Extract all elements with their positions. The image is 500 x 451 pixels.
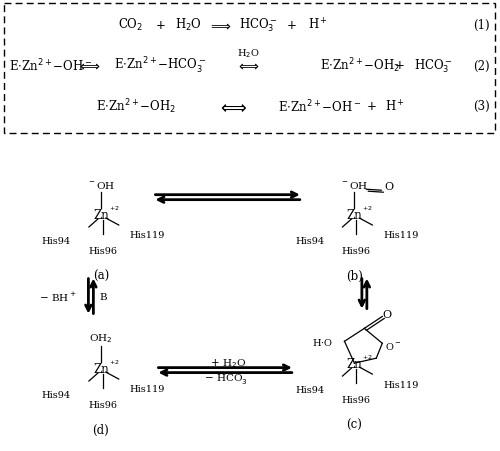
Text: E$\cdot$Zn$^{2+}$$-$HCO$_3^-$: E$\cdot$Zn$^{2+}$$-$HCO$_3^-$	[114, 56, 206, 76]
Text: $\Longleftrightarrow$: $\Longleftrightarrow$	[77, 59, 101, 73]
Text: Zn: Zn	[346, 208, 362, 221]
Text: CO$_2$: CO$_2$	[118, 17, 144, 33]
Text: His96: His96	[88, 246, 118, 255]
Text: H$\cdot$O: H$\cdot$O	[312, 336, 332, 347]
Text: HCO$_3^-$: HCO$_3^-$	[238, 16, 278, 34]
Text: $^{+2}$: $^{+2}$	[362, 205, 373, 214]
Text: $+$: $+$	[155, 18, 166, 32]
Text: $\Longleftrightarrow$: $\Longleftrightarrow$	[236, 59, 260, 73]
Text: (a): (a)	[92, 270, 109, 283]
Text: H$^+$: H$^+$	[308, 18, 328, 33]
Text: $+$: $+$	[366, 100, 376, 113]
Text: (b): (b)	[346, 270, 363, 283]
Text: B: B	[100, 292, 108, 301]
Text: $^{+2}$: $^{+2}$	[109, 205, 120, 214]
Text: His119: His119	[384, 380, 418, 389]
FancyBboxPatch shape	[4, 5, 494, 133]
Text: OH$_2$: OH$_2$	[89, 332, 112, 345]
Text: H$_2$O: H$_2$O	[236, 47, 260, 60]
Text: $+$: $+$	[286, 18, 297, 32]
Text: (1): (1)	[474, 18, 490, 32]
Text: (2): (2)	[474, 60, 490, 72]
Text: Zn: Zn	[93, 362, 108, 375]
Text: His119: His119	[130, 231, 165, 240]
Text: His94: His94	[296, 237, 324, 246]
Text: $+$: $+$	[394, 60, 404, 72]
Text: Zn: Zn	[93, 208, 108, 221]
Text: His94: His94	[296, 386, 324, 395]
Text: $\Longleftrightarrow$: $\Longleftrightarrow$	[217, 97, 248, 115]
Text: E$\cdot$Zn$^{2+}$$-$OH$^-$: E$\cdot$Zn$^{2+}$$-$OH$^-$	[10, 58, 92, 74]
Text: HCO$_3^-$: HCO$_3^-$	[414, 57, 453, 74]
Text: (d): (d)	[92, 423, 109, 436]
Text: His96: His96	[342, 395, 371, 404]
Text: His96: His96	[342, 246, 371, 255]
Text: H$^+$: H$^+$	[385, 99, 405, 114]
Text: $^{+2}$: $^{+2}$	[109, 359, 120, 368]
Text: E$\cdot$Zn$^{2+}$$-$OH$^-$: E$\cdot$Zn$^{2+}$$-$OH$^-$	[278, 98, 361, 115]
Text: $-\ $BH$^+$: $-\ $BH$^+$	[40, 290, 77, 303]
Text: O: O	[382, 310, 392, 320]
Text: O: O	[384, 182, 394, 192]
Text: E$\cdot$Zn$^{2+}$$-$OH$_2$: E$\cdot$Zn$^{2+}$$-$OH$_2$	[96, 97, 176, 116]
Text: Zn: Zn	[346, 357, 362, 370]
Text: (c): (c)	[346, 419, 362, 431]
Text: His119: His119	[130, 385, 165, 394]
Text: E$\cdot$Zn$^{2+}$$-$OH$_2$: E$\cdot$Zn$^{2+}$$-$OH$_2$	[320, 56, 400, 75]
Text: $\Longrightarrow$: $\Longrightarrow$	[208, 18, 232, 32]
Text: $+\ $H$_2$O: $+\ $H$_2$O	[210, 356, 246, 369]
Text: $^-$OH: $^-$OH	[340, 180, 368, 191]
Text: His94: His94	[42, 391, 71, 400]
Text: (3): (3)	[474, 100, 490, 113]
Text: O$^-$: O$^-$	[385, 340, 402, 351]
Text: His94: His94	[42, 237, 71, 246]
Text: $^-$OH: $^-$OH	[86, 180, 115, 191]
Text: $-\ $HCO$_3^-$: $-\ $HCO$_3^-$	[204, 371, 251, 385]
Text: His96: His96	[88, 400, 118, 409]
Text: H$_2$O: H$_2$O	[175, 17, 202, 33]
Text: His119: His119	[384, 231, 418, 240]
Text: $^{+2}$: $^{+2}$	[362, 354, 373, 363]
